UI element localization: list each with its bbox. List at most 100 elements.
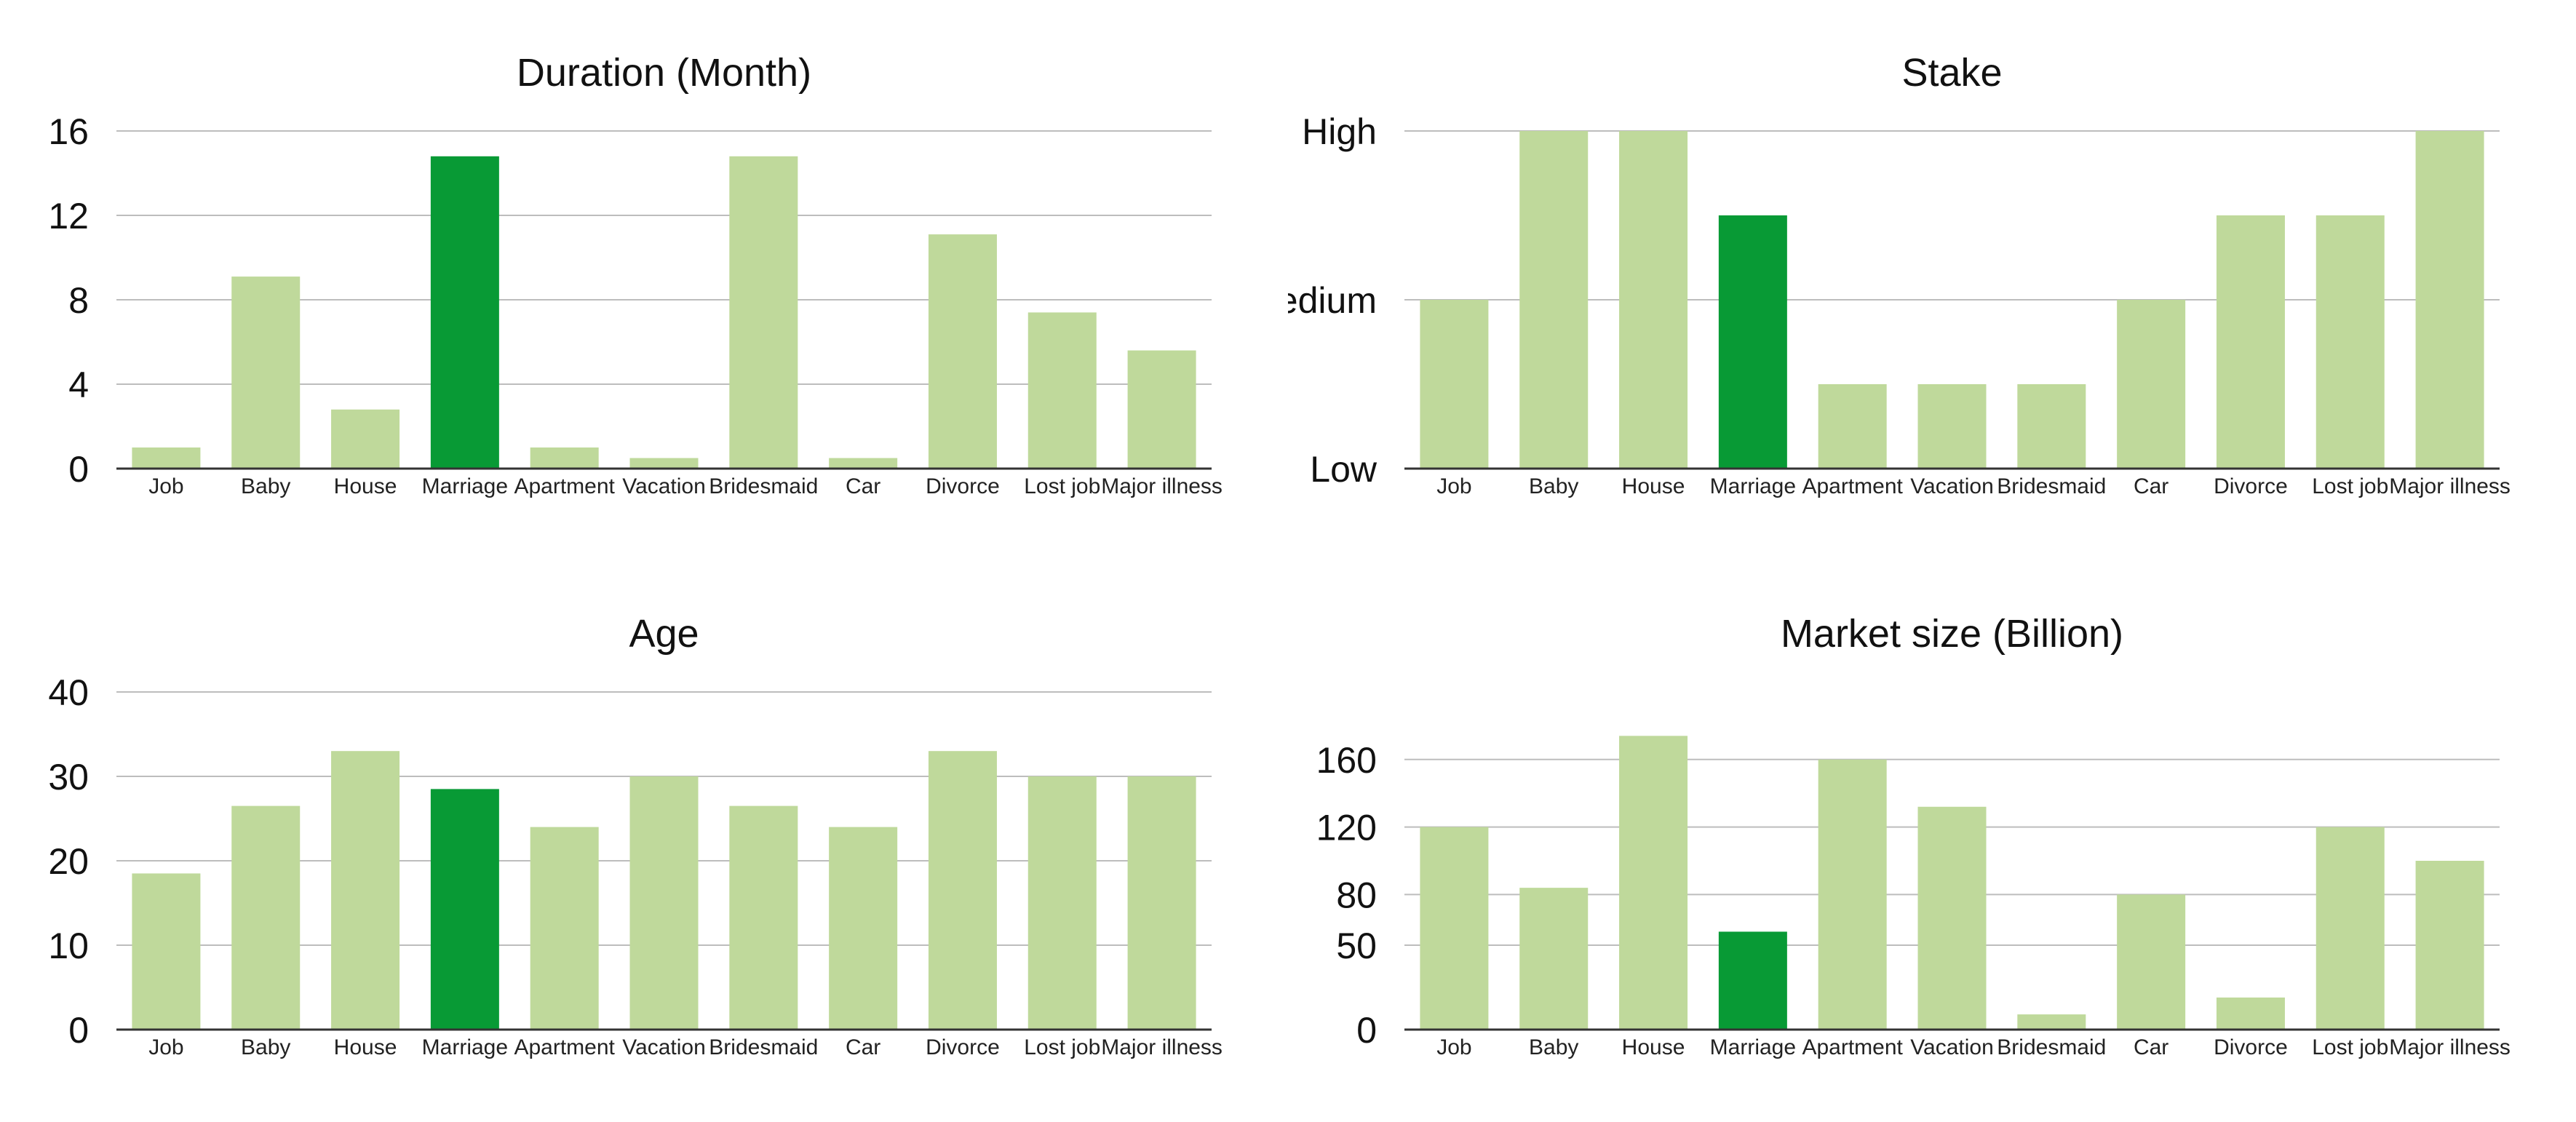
stake-bar-bridesmaid xyxy=(2017,384,2086,469)
stake-bar-vacation xyxy=(1917,384,1987,469)
market-size-x-tick-label: Apartment xyxy=(1802,1035,1903,1059)
duration-bar-baby xyxy=(231,276,301,469)
age-x-tick-label: Marriage xyxy=(422,1035,508,1059)
stake-x-tick-label: Lost job xyxy=(2312,474,2388,498)
market-size-bar-apartment xyxy=(1818,759,1887,1030)
duration-chart-title: Duration (Month) xyxy=(517,51,811,95)
duration-bar-divorce xyxy=(928,234,997,469)
market-size-y-tick-label: 120 xyxy=(1316,808,1377,848)
duration-y-tick-label: 12 xyxy=(48,196,89,236)
market-size-bar-marriage xyxy=(1718,931,1787,1030)
age-y-tick-label: 10 xyxy=(48,926,89,966)
stake-bar-car xyxy=(2117,300,2186,469)
age-bar-house xyxy=(331,751,400,1030)
duration-bar-apartment xyxy=(530,447,599,469)
market-size-y-tick-label: 80 xyxy=(1336,875,1377,915)
duration-bar-bridesmaid xyxy=(729,156,798,469)
stake-bar-baby xyxy=(1519,131,1589,469)
stake-x-tick-label: Major illness xyxy=(2389,474,2511,498)
duration-bar-lost-job xyxy=(1027,312,1097,469)
market-size-bar-car xyxy=(2117,894,2186,1030)
duration-x-tick-label: House xyxy=(334,474,397,498)
market-size-chart-title: Market size (Billion) xyxy=(1781,612,2123,656)
stake-bar-lost-job xyxy=(2315,215,2385,469)
market-size-x-tick-label: Car xyxy=(2134,1035,2168,1059)
stake-x-tick-label: Apartment xyxy=(1802,474,1903,498)
age-bar-divorce xyxy=(928,751,997,1030)
market-size-bar-baby xyxy=(1519,888,1589,1030)
age-bar-bridesmaid xyxy=(729,805,798,1030)
age-x-tick-label: Apartment xyxy=(514,1035,615,1059)
stake-x-tick-label: Car xyxy=(2134,474,2168,498)
market-size-x-tick-label: Job xyxy=(1436,1035,1471,1059)
stake-bar-house xyxy=(1619,131,1688,469)
age-x-tick-label: Baby xyxy=(241,1035,290,1059)
market-size-bar-divorce xyxy=(2216,997,2285,1030)
stake-bar-major-illness xyxy=(2415,131,2484,469)
age-x-tick-label: Vacation xyxy=(622,1035,706,1059)
age-bar-marriage xyxy=(430,789,499,1030)
market-size-y-tick-label: 160 xyxy=(1316,740,1377,781)
age-x-tick-label: Job xyxy=(148,1035,183,1059)
stake-y-tick-label: Medium xyxy=(1288,280,1377,321)
duration-x-tick-label: Major illness xyxy=(1101,474,1223,498)
market-size-x-tick-label: Bridesmaid xyxy=(1997,1035,2106,1059)
stake-bar-job xyxy=(1420,300,1489,469)
stake-bar-marriage xyxy=(1718,215,1787,469)
duration-x-tick-label: Apartment xyxy=(514,474,615,498)
duration-y-tick-label: 0 xyxy=(68,449,89,490)
market-size-x-tick-label: Marriage xyxy=(1710,1035,1796,1059)
age-x-tick-label: Lost job xyxy=(1024,1035,1100,1059)
duration-y-tick-label: 4 xyxy=(68,365,89,405)
market-size-x-tick-label: House xyxy=(1622,1035,1685,1059)
duration-bar-major-illness xyxy=(1127,350,1196,469)
market-size-x-tick-label: Baby xyxy=(1529,1035,1578,1059)
stake-bar-divorce xyxy=(2216,215,2285,469)
age-bar-apartment xyxy=(530,827,599,1030)
market-size-bar-major-illness xyxy=(2415,861,2484,1030)
duration-x-tick-label: Divorce xyxy=(926,474,1000,498)
stake-chart-title: Stake xyxy=(1901,51,2002,95)
duration-x-tick-label: Marriage xyxy=(422,474,508,498)
duration-bar-job xyxy=(132,447,201,469)
duration-chart: Duration (Month) 0 4 8 12 16 Job Baby House Marri… xyxy=(48,51,1223,498)
age-chart-panel: Age 0 10 20 30 40 Job Baby House Marriage Apartmen… xyxy=(0,561,1288,1122)
duration-x-tick-label: Car xyxy=(846,474,880,498)
market-size-x-tick-label: Vacation xyxy=(1910,1035,1994,1059)
market-size-x-tick-label: Major illness xyxy=(2389,1035,2511,1059)
market-size-x-tick-label: Divorce xyxy=(2214,1035,2288,1059)
duration-x-tick-label: Vacation xyxy=(622,474,706,498)
stake-x-tick-label: Baby xyxy=(1529,474,1578,498)
duration-bar-car xyxy=(829,458,898,469)
age-bar-major-illness xyxy=(1127,776,1196,1030)
age-bar-car xyxy=(829,827,898,1030)
age-bar-baby xyxy=(231,805,301,1030)
market-size-y-tick-label: 50 xyxy=(1336,926,1377,966)
market-size-bar-vacation xyxy=(1917,806,1987,1030)
age-y-tick-label: 0 xyxy=(68,1010,89,1051)
age-y-tick-label: 30 xyxy=(48,757,89,797)
stake-bar-apartment xyxy=(1818,384,1887,469)
stake-x-tick-label: Vacation xyxy=(1910,474,1994,498)
duration-y-tick-label: 16 xyxy=(48,111,89,152)
age-y-tick-label: 40 xyxy=(48,672,89,713)
stake-chart: Stake Low Medium High Job Baby House MarriageAp… xyxy=(1288,51,2511,498)
market-size-bar-job xyxy=(1420,827,1489,1030)
stake-y-tick-label: High xyxy=(1302,111,1377,152)
duration-bar-vacation xyxy=(629,458,699,469)
stake-x-tick-label: Marriage xyxy=(1710,474,1796,498)
duration-x-tick-label: Baby xyxy=(241,474,290,498)
age-x-tick-label: Major illness xyxy=(1101,1035,1223,1059)
duration-x-tick-label: Job xyxy=(148,474,183,498)
market-size-chart: Market size (Billion) 0 50 80 120 160 Job Baby H… xyxy=(1316,612,2511,1059)
age-bar-lost-job xyxy=(1027,776,1097,1030)
stake-x-tick-label: Bridesmaid xyxy=(1997,474,2106,498)
duration-chart-panel: Duration (Month) 0 4 8 12 16 Job Baby House Marri… xyxy=(0,0,1288,561)
duration-bar-house xyxy=(331,409,400,469)
duration-x-tick-label: Bridesmaid xyxy=(709,474,818,498)
stake-x-tick-label: Job xyxy=(1436,474,1471,498)
age-chart-title: Age xyxy=(629,612,699,656)
age-x-tick-label: Car xyxy=(846,1035,880,1059)
market-size-x-tick-label: Lost job xyxy=(2312,1035,2388,1059)
